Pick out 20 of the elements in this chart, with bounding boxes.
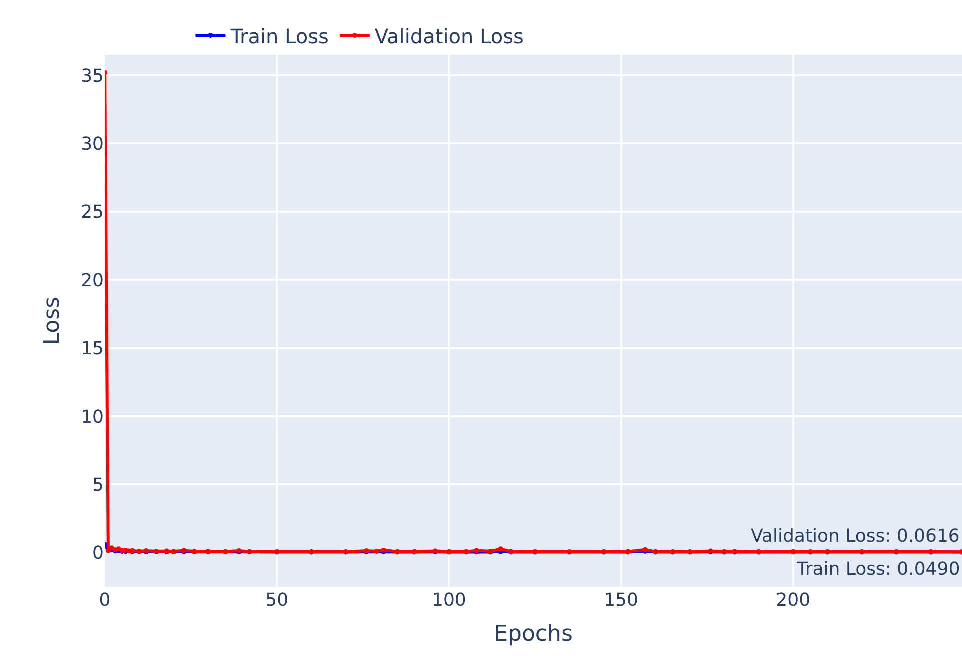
annotation: Train Loss: 0.0490 bbox=[796, 559, 960, 580]
x-axis-title: Epochs bbox=[494, 622, 573, 647]
y-tick-label: 15 bbox=[81, 338, 104, 360]
y-tick-label: 30 bbox=[81, 134, 104, 155]
y-tick-label: 35 bbox=[81, 66, 104, 87]
x-tick-label: 100 bbox=[432, 590, 466, 611]
y-axis-title: Loss bbox=[40, 296, 65, 346]
x-tick-label: 150 bbox=[604, 590, 638, 611]
annotation: Validation Loss: 0.0616 bbox=[751, 526, 960, 547]
y-tick-label: 10 bbox=[81, 406, 104, 428]
y-tick-label: 25 bbox=[81, 202, 104, 224]
x-tick-label: 50 bbox=[266, 590, 289, 611]
y-tick-label: 0 bbox=[92, 543, 104, 564]
point bbox=[498, 546, 504, 552]
legend-label: Validation Loss bbox=[374, 24, 524, 48]
point bbox=[374, 549, 380, 554]
x-tick-label: 200 bbox=[776, 590, 811, 611]
y-tick-label: 20 bbox=[81, 270, 104, 292]
y-tick-label: 5 bbox=[92, 474, 104, 496]
legend-label: Train Loss bbox=[230, 24, 329, 48]
